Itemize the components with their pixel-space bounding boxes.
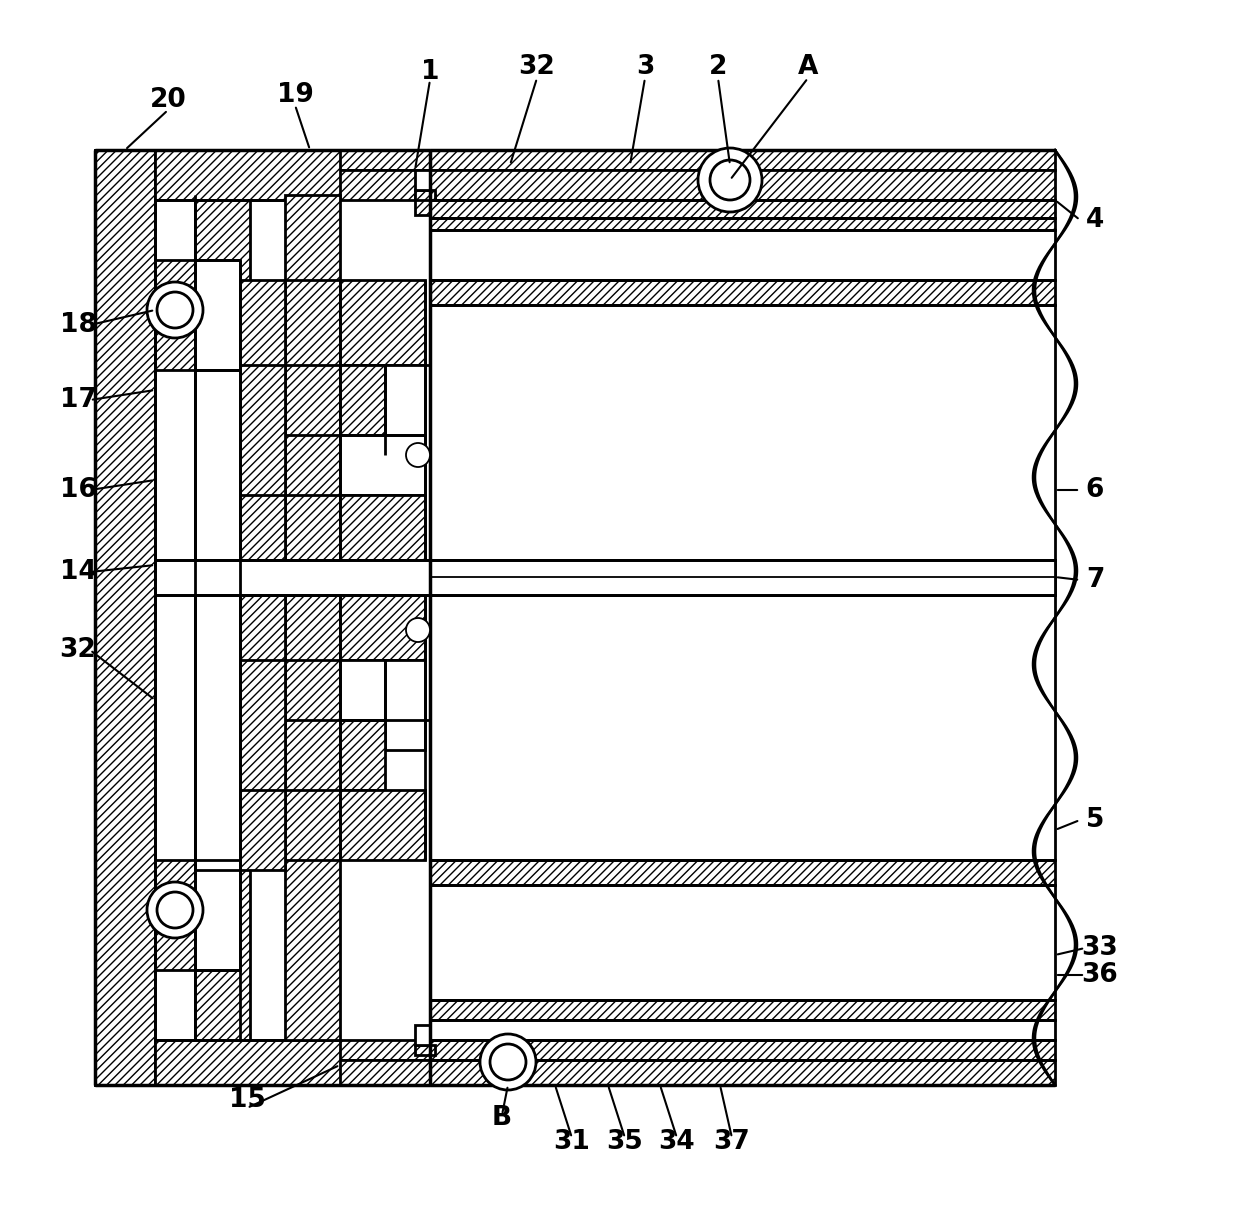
Text: 3: 3 bbox=[636, 54, 655, 80]
Bar bbox=[430, 595, 1055, 860]
Bar bbox=[430, 560, 1055, 595]
Bar bbox=[155, 194, 195, 1040]
Text: 19: 19 bbox=[277, 82, 314, 108]
Bar bbox=[384, 366, 425, 455]
Circle shape bbox=[490, 1044, 526, 1080]
Circle shape bbox=[157, 292, 193, 327]
Bar bbox=[415, 1045, 435, 1055]
Text: 32: 32 bbox=[518, 54, 556, 80]
Bar bbox=[340, 790, 425, 860]
Text: 7: 7 bbox=[1086, 567, 1104, 593]
Text: 14: 14 bbox=[60, 559, 97, 585]
Bar bbox=[155, 150, 340, 199]
Circle shape bbox=[148, 881, 203, 938]
Bar bbox=[430, 1000, 1055, 1020]
Bar bbox=[155, 260, 195, 371]
Circle shape bbox=[698, 148, 763, 212]
Bar bbox=[430, 1020, 1055, 1040]
Bar bbox=[195, 371, 241, 560]
Text: 36: 36 bbox=[1081, 961, 1118, 988]
Bar bbox=[195, 860, 241, 970]
Bar bbox=[95, 150, 155, 1085]
Bar bbox=[285, 194, 340, 1040]
Bar bbox=[340, 366, 384, 435]
Text: 6: 6 bbox=[1086, 476, 1104, 503]
Bar bbox=[155, 860, 195, 970]
Bar bbox=[340, 720, 384, 790]
Bar bbox=[430, 279, 1055, 305]
Text: A: A bbox=[797, 54, 818, 80]
Text: 17: 17 bbox=[60, 387, 97, 412]
Bar bbox=[430, 230, 1055, 279]
Text: 33: 33 bbox=[1081, 936, 1118, 961]
Bar bbox=[430, 199, 1055, 218]
Bar bbox=[155, 560, 1055, 595]
Text: 18: 18 bbox=[60, 311, 97, 339]
Circle shape bbox=[148, 282, 203, 339]
Circle shape bbox=[405, 618, 430, 643]
Circle shape bbox=[405, 443, 430, 467]
Bar bbox=[195, 260, 241, 371]
Circle shape bbox=[480, 1034, 536, 1089]
Text: 4: 4 bbox=[1086, 207, 1104, 233]
Bar bbox=[95, 170, 1055, 199]
Bar bbox=[340, 595, 425, 660]
Text: 15: 15 bbox=[228, 1087, 265, 1113]
Bar bbox=[340, 660, 425, 720]
Bar bbox=[340, 495, 425, 560]
Bar bbox=[415, 1025, 430, 1045]
Text: 16: 16 bbox=[60, 476, 97, 503]
Bar bbox=[430, 885, 1055, 1000]
Bar bbox=[430, 305, 1055, 560]
Bar bbox=[195, 150, 250, 1085]
Bar bbox=[155, 1040, 340, 1085]
Bar bbox=[340, 435, 425, 495]
Bar bbox=[415, 190, 435, 199]
Bar bbox=[340, 279, 425, 366]
Bar bbox=[241, 279, 285, 560]
Circle shape bbox=[157, 892, 193, 928]
Bar bbox=[430, 218, 1055, 230]
Bar bbox=[415, 194, 435, 215]
Text: 20: 20 bbox=[150, 87, 186, 113]
Text: B: B bbox=[492, 1105, 512, 1131]
Text: 5: 5 bbox=[1086, 808, 1104, 833]
Text: 37: 37 bbox=[714, 1129, 750, 1155]
Text: 2: 2 bbox=[709, 54, 727, 80]
Text: 35: 35 bbox=[606, 1129, 644, 1155]
Text: 31: 31 bbox=[553, 1129, 590, 1155]
Text: 34: 34 bbox=[658, 1129, 696, 1155]
Text: 1: 1 bbox=[420, 59, 439, 85]
Bar bbox=[95, 1060, 1055, 1085]
Bar bbox=[195, 595, 241, 870]
Bar bbox=[384, 660, 425, 750]
Bar bbox=[95, 150, 1055, 170]
Circle shape bbox=[711, 160, 750, 199]
Bar bbox=[430, 860, 1055, 885]
Bar bbox=[241, 595, 285, 870]
Bar bbox=[95, 1040, 1055, 1060]
Text: 32: 32 bbox=[60, 636, 97, 664]
Bar bbox=[415, 170, 430, 190]
